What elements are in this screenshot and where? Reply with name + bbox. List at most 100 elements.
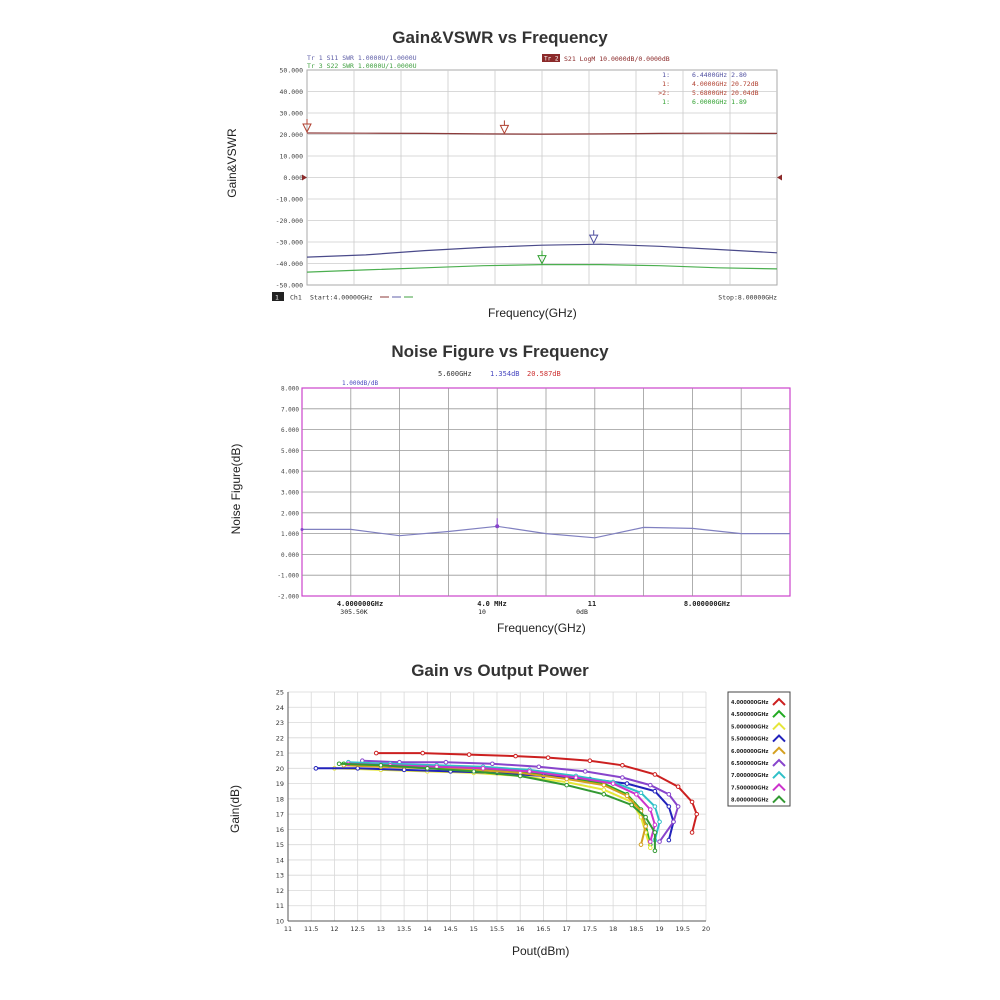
x-tick-label: 15.5 [490, 925, 504, 933]
chart-a-ylabel: Gain&VSWR [225, 128, 239, 198]
x-tick-label: 20 [702, 925, 710, 933]
data-point [643, 824, 648, 829]
y-tick-label: 6.000 [281, 427, 299, 434]
data-point [675, 804, 681, 809]
y-tick-label: 21 [276, 750, 284, 758]
x-tick-label: 17.5 [583, 925, 597, 933]
data-point [666, 837, 672, 843]
legend-label: 7.500000GHz [731, 785, 769, 791]
y-tick-label: 14 [276, 856, 284, 864]
chart-c-title: Gain vs Output Power [411, 661, 589, 680]
data-point [378, 762, 384, 768]
data-point [647, 845, 653, 851]
data-point [425, 766, 430, 771]
y-tick-label: 23 [276, 719, 284, 727]
series-line [306, 132, 778, 135]
x-tick-label: 15 [470, 925, 478, 933]
nf-marker [495, 524, 500, 529]
y-tick-label: 30.000 [280, 110, 304, 118]
stop-label: Stop:8.00000GHz [718, 294, 777, 302]
trace-2-label: S21 LogM 10.0000dB/0.0000dB [564, 55, 670, 63]
bottom-label-line2: 305.50K [340, 608, 367, 616]
x-tick-label: 19.5 [676, 925, 690, 933]
data-point [652, 772, 658, 777]
y-tick-label: 0.000 [283, 174, 303, 182]
data-point [336, 761, 342, 767]
x-tick-label: 19 [655, 925, 663, 933]
data-point [652, 830, 658, 835]
x-tick-label: 14.5 [443, 925, 457, 933]
channel-badge [272, 292, 284, 301]
y-tick-label: 0.000 [281, 552, 299, 559]
y-tick-label: 10 [276, 918, 284, 926]
chart-a-plot: 50.000 40.000 30.000 20.000 10.000 0.000 -10.0… [272, 54, 782, 302]
y-tick-label: -10.000 [276, 196, 303, 204]
data-point [675, 784, 681, 789]
y-tick-label: 19 [276, 780, 284, 788]
bottom-label-line1: 4.000000GHz [337, 600, 383, 608]
data-point [587, 758, 593, 763]
data-point [355, 766, 360, 771]
legend-label: 6.000000GHz [731, 749, 769, 755]
data-point [620, 762, 625, 768]
data-point [652, 848, 658, 854]
data-point [638, 842, 644, 847]
marker-readout: 4.0000GHz 20.72dB [692, 80, 759, 88]
data-point [536, 764, 542, 770]
data-point [620, 775, 625, 780]
y-tick-label: 2.000 [281, 510, 299, 517]
y-tick-label: 11 [276, 902, 284, 910]
data-point [652, 788, 658, 794]
data-point [657, 839, 662, 844]
data-point [647, 807, 653, 812]
data-point [666, 791, 672, 797]
data-point [652, 822, 658, 828]
data-point [647, 839, 653, 844]
legend-swatch [772, 795, 786, 804]
legend-swatch [772, 697, 786, 706]
y-tick-label: 4.000 [281, 469, 299, 476]
y-tick-label: 5.000 [281, 448, 299, 455]
x-tick-label: 13.5 [397, 925, 411, 933]
legend-swatch [772, 758, 786, 767]
y-tick-label: 17 [276, 811, 284, 819]
data-point [647, 782, 653, 788]
y-tick-label: 13 [276, 872, 284, 880]
data-point [624, 781, 630, 786]
chart-b-title: Noise Figure vs Frequency [391, 342, 609, 361]
trace-2-badge [542, 54, 560, 62]
y-tick-label: 1.000 [281, 531, 299, 538]
data-point [373, 750, 379, 756]
x-tick-label: 14 [423, 925, 431, 933]
data-point [643, 814, 648, 820]
x-tick-label: 12.5 [350, 925, 364, 933]
bottom-label-line1: 11 [588, 600, 596, 608]
data-point [671, 819, 676, 825]
chart-c-xlabel: Pout(dBm) [512, 944, 570, 958]
marker-readout: 5.6800GHz 20.04dB [692, 89, 759, 97]
data-point [652, 804, 658, 809]
data-point [601, 791, 607, 797]
y-tick-label: -40.000 [276, 260, 303, 268]
chart-a-xlabel: Frequency(GHz) [488, 306, 577, 320]
data-point [624, 793, 630, 799]
data-point [564, 776, 569, 782]
bottom-label-line1: 8.000000GHz [684, 600, 730, 608]
marker-readout: 6.4400GHz 2.80 [692, 71, 747, 79]
y-tick-label: 25 [276, 689, 284, 697]
bottom-label-line2: 0dB [576, 608, 588, 616]
data-point [443, 759, 449, 765]
trace-2-badge-text: Tr 2 [544, 56, 559, 63]
data-point [545, 755, 551, 760]
legend-label: 4.500000GHz [731, 712, 769, 718]
channel-label: Ch1 [290, 294, 302, 302]
x-tick-label: 16.5 [536, 925, 550, 933]
data-point [610, 781, 616, 786]
data-point [601, 782, 607, 788]
trace-3-label: Tr 3 S22 SWR 1.0000U/1.0000U [307, 62, 417, 70]
y-tick-label: 22 [276, 734, 284, 742]
data-point [638, 790, 644, 796]
data-point [401, 767, 407, 773]
legend-label: 5.500000GHz [731, 737, 769, 743]
